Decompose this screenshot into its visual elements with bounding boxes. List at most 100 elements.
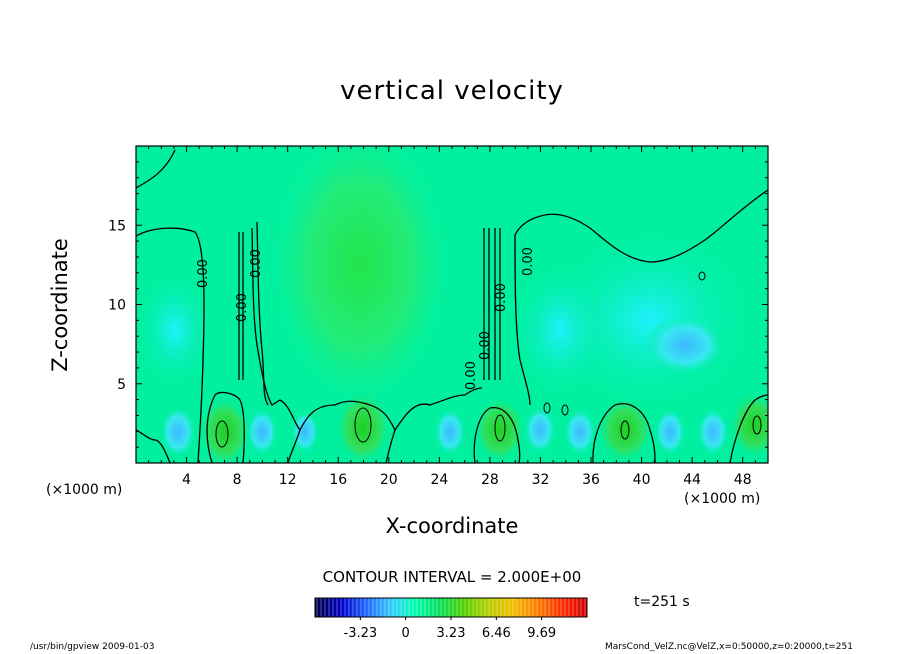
x-tick-label: 16	[329, 472, 347, 488]
colorbar-cell	[447, 598, 452, 617]
colorbar-cell	[363, 598, 368, 617]
colorbar-cell	[491, 598, 496, 617]
colorbar-cell	[531, 598, 536, 617]
colorbar-tick-label: -3.23	[344, 626, 378, 641]
colorbar-cell	[411, 598, 416, 617]
footer-right: MarsCond_VelZ.nc@VelZ,x=0:50000,z=0:2000…	[605, 642, 853, 652]
x-tick-label: 48	[734, 472, 752, 488]
colorbar-cell	[347, 598, 352, 617]
contour-label: 0.00	[249, 249, 264, 278]
contour-ring	[752, 415, 762, 435]
x-tick-label: 24	[430, 472, 448, 488]
colorbar-cell	[563, 598, 568, 617]
colorbar-cell	[407, 598, 412, 617]
contour-line	[136, 227, 205, 463]
colorbar-cell	[327, 598, 332, 617]
colorbar-cell	[399, 598, 404, 617]
colorbar-tick-label: 3.23	[437, 626, 466, 641]
colorbar-cell	[523, 598, 528, 617]
downdraft-cell	[654, 408, 686, 456]
colorbar-cell	[439, 598, 444, 617]
colorbar-cell	[319, 598, 324, 617]
downdraft-cell	[697, 408, 729, 456]
contour-line	[251, 227, 466, 432]
x-tick-label: 28	[481, 472, 499, 488]
mid-downdraft-region	[510, 260, 610, 400]
colorbar-cell	[467, 598, 472, 617]
x-tick-label: 8	[233, 472, 242, 488]
heatmap-field: 0.00 0.00 0.00 0.00 0.00 0.00 0.00	[136, 146, 768, 463]
colorbar-cell	[575, 598, 580, 617]
colorbar-cell	[459, 598, 464, 617]
colorbar-cell	[511, 598, 516, 617]
y-tick-label: 15	[108, 218, 126, 234]
x-tick-label: 32	[532, 472, 550, 488]
y-tick-label: 10	[108, 298, 126, 314]
contour-line	[592, 403, 656, 463]
colorbar-cell	[471, 598, 476, 617]
updraft-cell	[729, 391, 768, 459]
colorbar-cell	[547, 598, 552, 617]
colorbar-cell	[379, 598, 384, 617]
contour-line	[287, 429, 301, 463]
colorbar-cell	[383, 598, 388, 617]
x-tick-label: 12	[279, 472, 297, 488]
contour-ring	[494, 414, 506, 442]
updraft-cell	[199, 396, 251, 463]
colorbar-cell	[451, 598, 456, 617]
contour-line	[514, 234, 531, 406]
contour-ring	[561, 404, 569, 416]
contour-lines	[136, 149, 768, 463]
colorbar-cell	[335, 598, 340, 617]
colorbar-cell	[419, 598, 424, 617]
colorbar-cell	[539, 598, 544, 617]
colorbar-cell	[535, 598, 540, 617]
contour-line	[385, 429, 396, 463]
contour-label: 0.00	[521, 247, 536, 276]
colorbar-cell	[499, 598, 504, 617]
updraft-cell	[597, 396, 653, 463]
colorbar-cell	[503, 598, 508, 617]
colorbar-cell	[339, 598, 344, 617]
colorbar	[314, 597, 588, 618]
colorbar-cell	[355, 598, 360, 617]
contour-line	[136, 429, 171, 463]
downdraft-cell	[524, 406, 556, 454]
colorbar-cell	[351, 598, 356, 617]
downdraft-core-region	[645, 315, 725, 375]
colorbar-cell	[487, 598, 492, 617]
left-downdraft-region	[136, 270, 215, 390]
chart-title: vertical velocity	[340, 76, 564, 106]
contour-ring	[620, 420, 630, 440]
colorbar-cell	[415, 598, 420, 617]
contour-label: 0.00	[494, 283, 509, 312]
contour-label: 0.00	[196, 259, 211, 288]
colorbar-cell	[475, 598, 480, 617]
updraft-region	[265, 146, 455, 430]
colorbar-cell	[423, 598, 428, 617]
colorbar-cell	[435, 598, 440, 617]
colorbar-cell	[443, 598, 448, 617]
contour-interval-label: CONTOUR INTERVAL = 2.000E+00	[322, 568, 582, 586]
colorbar-cell	[387, 598, 392, 617]
colorbar-cell	[567, 598, 572, 617]
downdraft-cell	[246, 408, 278, 456]
colorbar-tick-label: 0	[402, 626, 410, 641]
x-tick-label: 44	[683, 472, 701, 488]
contour-line	[256, 221, 269, 406]
contour-inner	[215, 271, 762, 448]
colorbar-cell	[375, 598, 380, 617]
colorbar-cell	[543, 598, 548, 617]
colorbar-cell	[315, 598, 320, 617]
downdraft-cell	[291, 410, 319, 454]
colorbar-cell	[391, 598, 396, 617]
colorbar-cell	[479, 598, 484, 617]
downdraft-cell	[434, 408, 466, 456]
x-tick-label: 40	[633, 472, 651, 488]
contour-label: 0.00	[235, 293, 250, 322]
colorbar-cell	[515, 598, 520, 617]
colorbar-cell	[555, 598, 560, 617]
colorbar-tick-label: 9.69	[527, 626, 556, 641]
x-axis-ticks: 4 8 12 16 20 24 28 32 36 40 44 48	[148, 146, 756, 488]
colorbar-cell	[395, 598, 400, 617]
